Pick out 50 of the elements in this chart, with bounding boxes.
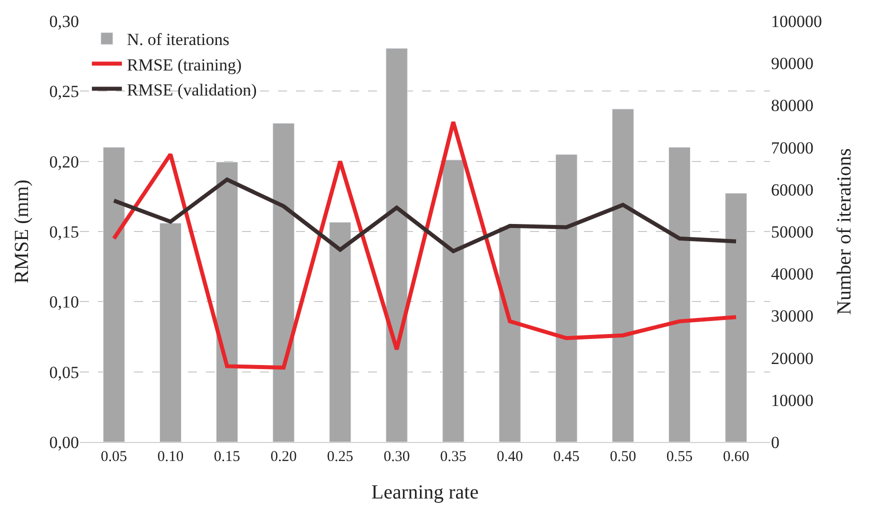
y2-tick-label: 20000 xyxy=(771,348,814,368)
y-tick-label: 0,20 xyxy=(49,152,79,172)
x-tick-label: 0.20 xyxy=(270,449,297,465)
y-tick-label: 0,00 xyxy=(49,432,79,452)
y2-tick-label: 40000 xyxy=(771,264,814,284)
bar xyxy=(498,227,521,442)
line-series xyxy=(112,120,738,370)
y2-tick-label: 0 xyxy=(771,432,780,452)
y-tick-label: 0,05 xyxy=(49,362,79,382)
y2-tick-label: 50000 xyxy=(771,222,814,242)
legend-label: RMSE (training) xyxy=(126,55,242,74)
y-tick-label: 0,15 xyxy=(49,222,79,242)
bar xyxy=(555,154,578,442)
bar xyxy=(386,48,408,442)
bar xyxy=(216,162,238,442)
bar xyxy=(442,160,464,442)
line-series xyxy=(112,178,738,254)
bar xyxy=(725,192,748,442)
x-tick-label: 0.40 xyxy=(496,449,523,465)
x-tick-label: 0.05 xyxy=(100,449,128,465)
x-tick-label: 0.35 xyxy=(440,449,466,465)
x-tick-label: 0.50 xyxy=(610,449,636,465)
x-tick-label: 0.25 xyxy=(327,449,354,465)
bar xyxy=(329,222,352,442)
y-tick-label: 0,10 xyxy=(49,292,79,312)
y-tick-label: 0,30 xyxy=(49,12,79,31)
y2-tick-label: 70000 xyxy=(771,138,814,158)
x-tick-label: 0.55 xyxy=(666,449,693,465)
x-tick-label: 0.15 xyxy=(214,449,240,465)
x-axis-title: Learning rate xyxy=(371,482,479,504)
y2-axis-title: Number of iterations xyxy=(834,148,856,315)
y2-tick-label: 90000 xyxy=(771,54,814,74)
bar xyxy=(160,222,182,442)
x-tick-label: 0.45 xyxy=(553,449,580,465)
bar xyxy=(102,147,125,442)
x-tick-label: 0.30 xyxy=(384,449,410,465)
y2-tick-label: 100000 xyxy=(771,12,822,31)
bar xyxy=(272,123,295,442)
bar xyxy=(612,108,634,442)
bar xyxy=(668,147,690,442)
y2-tick-label: 60000 xyxy=(771,180,814,200)
y-tick-label: 0,25 xyxy=(49,82,79,102)
y2-tick-label: 80000 xyxy=(771,96,814,116)
x-tick-label: 0.10 xyxy=(157,449,184,465)
y2-tick-label: 30000 xyxy=(771,306,814,326)
legend-label: N. of iterations xyxy=(126,30,230,50)
x-tick-label: 0.60 xyxy=(722,449,750,465)
legend-label: RMSE (validation) xyxy=(126,80,257,100)
y2-tick-label: 10000 xyxy=(771,390,814,410)
y-axis-title: RMSE (mm) xyxy=(10,180,33,284)
